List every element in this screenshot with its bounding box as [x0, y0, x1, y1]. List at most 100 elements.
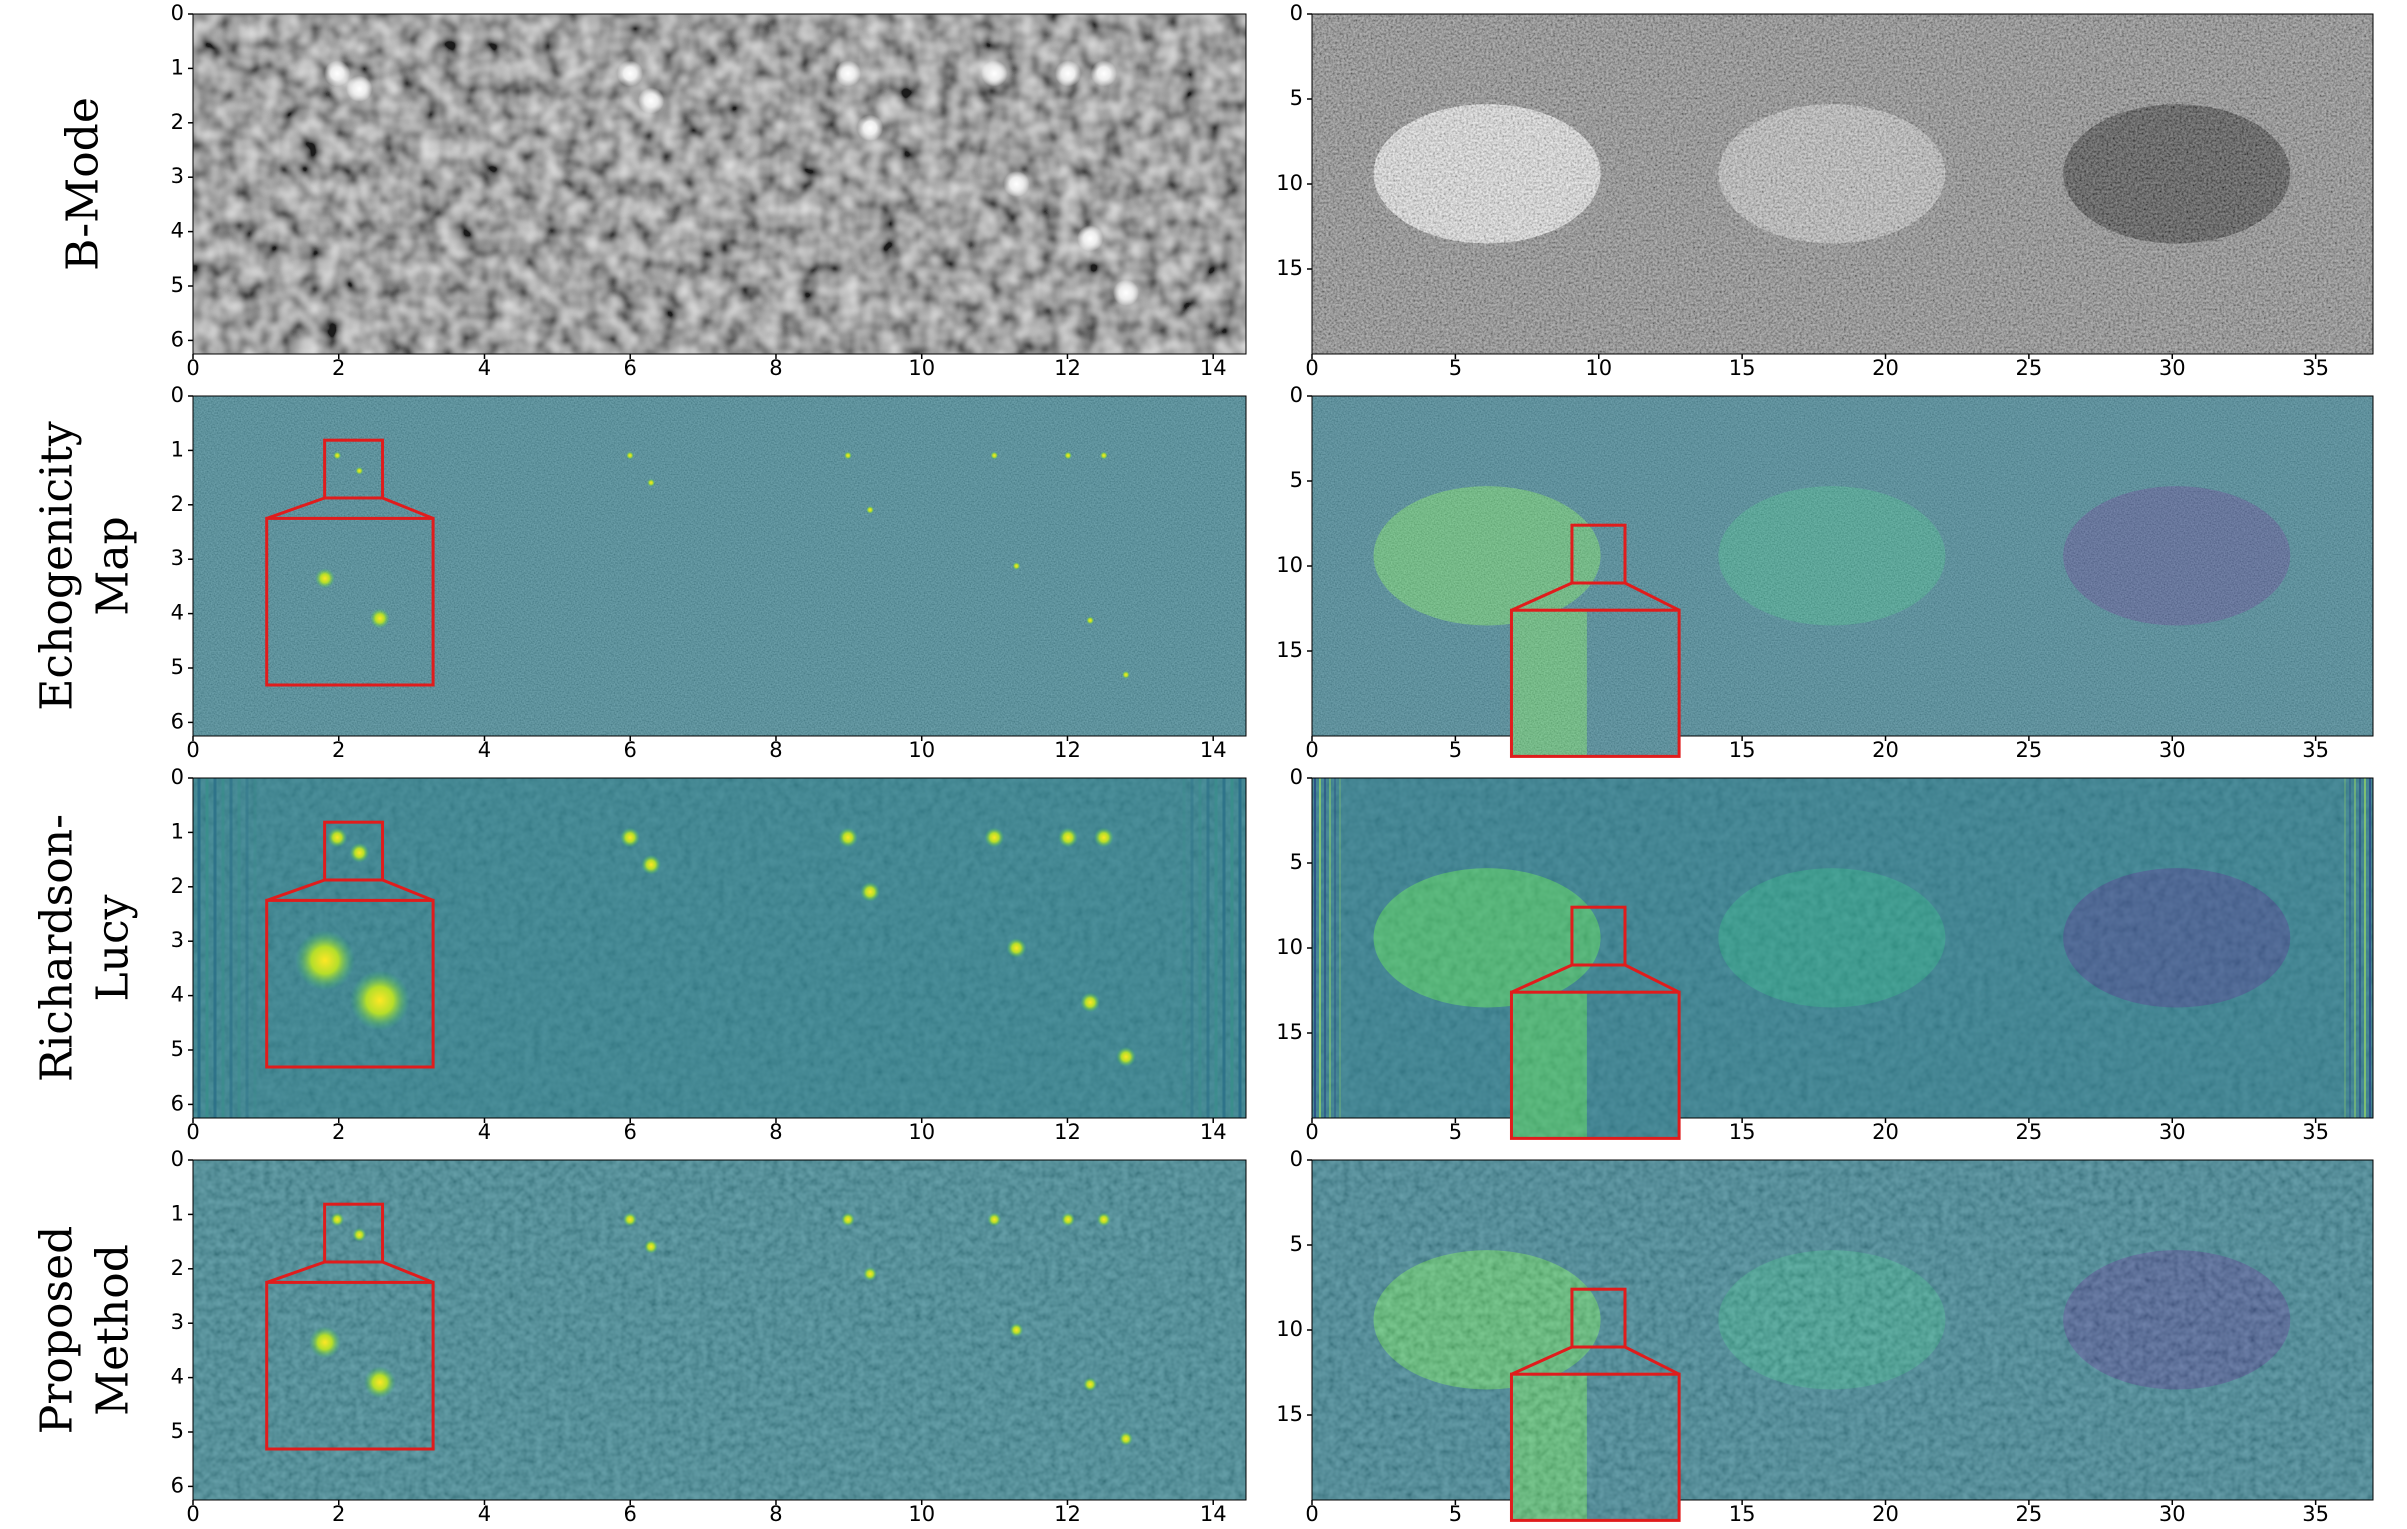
- y-tick-label: 6: [171, 709, 184, 733]
- scatterer: [1099, 451, 1108, 460]
- inset-texture: [266, 518, 434, 685]
- scatterer-zoom: [308, 1326, 341, 1359]
- x-tick-label: 12: [1054, 738, 1081, 762]
- y-tick-label: 6: [171, 327, 184, 351]
- x-tick-label: 20: [1872, 738, 1899, 762]
- inset-connector: [1510, 1345, 1680, 1376]
- y-tick-label: 15: [1276, 638, 1303, 662]
- inset-source-box: [323, 1202, 385, 1264]
- scatterer: [1064, 451, 1073, 460]
- x-tick-label: 8: [769, 738, 782, 762]
- x-tick-label: 0: [1305, 738, 1318, 762]
- inset-connector: [1510, 963, 1680, 994]
- scatterer: [1115, 1046, 1136, 1067]
- y-tick-label: 5: [1290, 850, 1303, 874]
- inset-frame: [265, 516, 435, 687]
- x-tick-label: 30: [2159, 738, 2186, 762]
- scatterer: [327, 827, 348, 848]
- scatterer: [1055, 60, 1082, 87]
- scatterer: [840, 1212, 855, 1227]
- scatterer-zoom: [294, 930, 355, 991]
- x-tick-label: 15: [1729, 356, 1756, 380]
- inset-connector: [266, 496, 434, 520]
- scatterer: [857, 114, 884, 141]
- image-texture: [1312, 1160, 2373, 1500]
- x-tick-label: 14: [1200, 356, 1227, 380]
- scatterer: [1093, 827, 1114, 848]
- scatterer-zoom: [349, 970, 410, 1031]
- inset-frame: [265, 1280, 435, 1451]
- image-frame: [192, 777, 1247, 1119]
- scatterer: [1080, 992, 1101, 1013]
- image-frame: [192, 13, 1247, 355]
- scatterer-zoom: [363, 1366, 396, 1399]
- row-label: Map: [88, 516, 139, 615]
- x-tick-label: 2: [332, 1120, 345, 1144]
- scatterer: [1006, 938, 1027, 958]
- inset-connector: [266, 878, 434, 902]
- x-tick-label: 10: [908, 738, 935, 762]
- x-tick-label: 14: [1200, 738, 1227, 762]
- inset-source-box: [1570, 523, 1627, 585]
- y-tick-label: 4: [171, 219, 184, 243]
- zoom-inset: [1509, 905, 1681, 1140]
- scatterer: [990, 451, 999, 460]
- image-texture: [1312, 778, 2373, 1118]
- zoom-inset: [265, 1202, 435, 1451]
- y-tick-label: 5: [1290, 86, 1303, 110]
- inset-texture: [266, 900, 434, 1067]
- y-tick-label: 3: [171, 1310, 184, 1334]
- x-tick-label: 6: [624, 738, 637, 762]
- y-tick-label: 5: [171, 1419, 184, 1443]
- scatterer: [355, 466, 364, 475]
- y-tick-label: 10: [1276, 171, 1303, 195]
- y-tick-label: 15: [1276, 256, 1303, 280]
- scatterer: [349, 842, 370, 863]
- y-tick-label: 0: [1290, 383, 1303, 407]
- x-tick-label: 35: [2302, 1502, 2329, 1526]
- scatterer: [1118, 1431, 1133, 1446]
- x-tick-label: 4: [478, 356, 491, 380]
- x-tick-label: 12: [1054, 356, 1081, 380]
- x-tick-label: 12: [1054, 1502, 1081, 1526]
- x-tick-label: 5: [1449, 1120, 1462, 1144]
- y-tick-label: 5: [1290, 1232, 1303, 1256]
- inset-frame: [1509, 1372, 1681, 1522]
- x-tick-label: 6: [624, 1120, 637, 1144]
- x-tick-label: 14: [1200, 1502, 1227, 1526]
- row-label: Richardson-: [32, 814, 83, 1082]
- inset-source-box: [323, 820, 385, 882]
- scatterer: [330, 1212, 345, 1227]
- inset-connector: [266, 1260, 434, 1284]
- y-tick-label: 0: [1290, 1147, 1303, 1171]
- y-tick-label: 6: [171, 1091, 184, 1115]
- row-label: Lucy: [88, 894, 139, 1001]
- x-tick-label: 25: [2016, 356, 2043, 380]
- scatterer: [866, 505, 875, 514]
- x-tick-label: 4: [478, 1120, 491, 1144]
- inset-connector: [1510, 581, 1680, 612]
- scatterer: [644, 1239, 659, 1254]
- scatterer: [984, 827, 1005, 848]
- scatterer: [981, 60, 1008, 87]
- y-tick-label: 10: [1276, 553, 1303, 577]
- image-frame: [192, 1159, 1247, 1501]
- x-tick-label: 15: [1729, 1120, 1756, 1144]
- x-tick-label: 15: [1729, 1502, 1756, 1526]
- x-tick-label: 2: [332, 356, 345, 380]
- scatterer-zoom: [314, 568, 335, 589]
- x-tick-label: 0: [1305, 1502, 1318, 1526]
- scatterer: [1003, 171, 1030, 197]
- scatterer: [641, 854, 662, 875]
- inset-texture: [266, 1282, 434, 1449]
- scatterer: [625, 451, 634, 460]
- x-tick-label: 6: [624, 356, 637, 380]
- x-tick-label: 0: [186, 1120, 199, 1144]
- inset-source-box: [323, 438, 385, 500]
- x-tick-label: 4: [478, 1502, 491, 1526]
- inset-texture: [1511, 992, 1680, 1139]
- inset-texture: [1511, 610, 1680, 757]
- row-label: Proposed: [32, 1226, 83, 1435]
- scatterer: [1121, 670, 1130, 679]
- x-tick-label: 25: [2016, 738, 2043, 762]
